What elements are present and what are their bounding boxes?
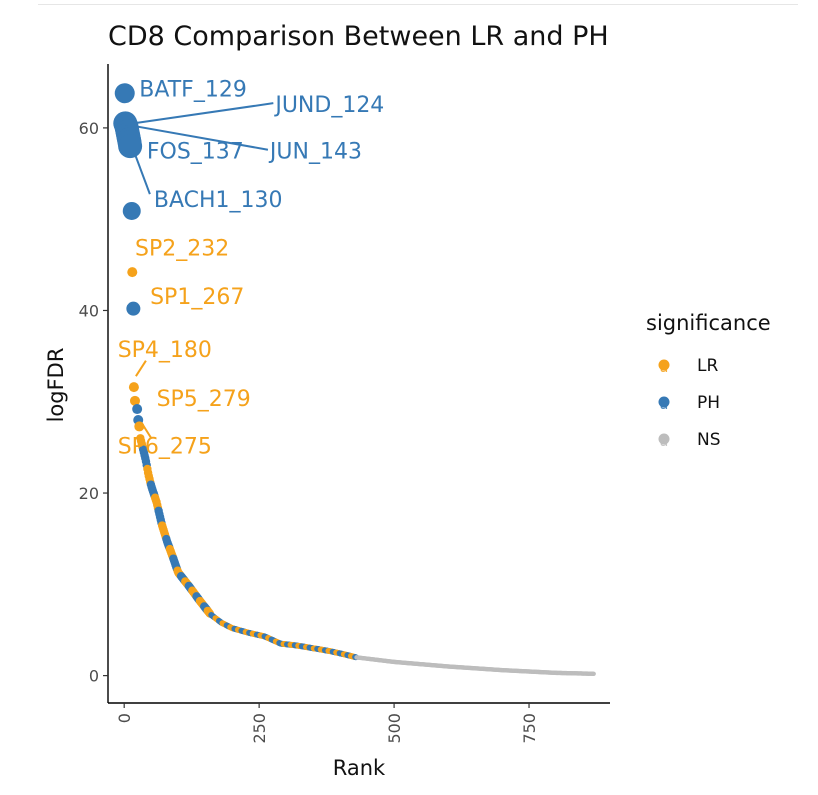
chart-title: CD8 Comparison Between LR and PH [108, 21, 609, 52]
label-leader-lines [132, 102, 274, 439]
curve-point [591, 671, 596, 676]
point-label: BACH1_130 [154, 188, 283, 213]
data-point [118, 134, 143, 159]
legend-title: significance [646, 311, 771, 335]
point-label: FOS_137 [147, 140, 244, 165]
legend-glyph: a [660, 360, 669, 376]
point-label: SP1_267 [150, 285, 244, 310]
y-tick-label: 40 [79, 301, 99, 320]
y-tick-label: 20 [79, 484, 99, 503]
point-label: JUND_124 [273, 93, 384, 118]
legend-swatch [658, 359, 670, 371]
legend-glyph: a [660, 397, 669, 413]
data-point [126, 301, 141, 316]
data-point [127, 267, 138, 278]
data-point [128, 382, 139, 393]
data-point [132, 404, 143, 415]
highlighted-points [113, 83, 145, 432]
legend-glyph: a [660, 434, 669, 450]
x-tick-label: 750 [520, 713, 539, 744]
top-divider [38, 4, 798, 5]
legend-item-lr: a LR [658, 356, 718, 376]
legend-swatch [658, 433, 670, 445]
y-axis-label: logFDR [44, 348, 68, 423]
curve-points [136, 434, 596, 676]
point-label: SP4_180 [118, 338, 212, 363]
point-label: BATF_129 [139, 78, 247, 103]
point-label: JUN_143 [268, 140, 362, 165]
leader-line [133, 102, 274, 125]
point-label: SP2_232 [135, 236, 229, 261]
legend: significance a LR a PH a NS [646, 311, 771, 450]
x-axis-label: Rank [333, 756, 386, 780]
legend-label: PH [697, 393, 720, 413]
point-label: SP6_275 [118, 435, 212, 460]
axes: 0 20 40 60 0 250 500 750 [79, 64, 610, 744]
legend-swatch [658, 396, 670, 408]
leader-line [134, 125, 269, 151]
legend-label: NS [697, 430, 721, 450]
point-labels: BATF_129 JUND_124 JUN_143 FOS_137 BACH1_130 S… [118, 78, 385, 460]
legend-item-ph: a PH [658, 393, 720, 413]
data-point [122, 201, 141, 220]
legend-label: LR [697, 356, 718, 376]
leader-line [135, 360, 147, 377]
point-label: SP5_279 [157, 387, 251, 412]
data-point [129, 395, 140, 406]
data-point [114, 83, 135, 104]
data-point [134, 421, 145, 432]
x-tick-label: 0 [115, 713, 134, 723]
leader-line [132, 150, 151, 195]
x-tick-label: 250 [250, 713, 269, 744]
x-tick-label: 500 [385, 713, 404, 744]
y-tick-label: 0 [89, 667, 99, 686]
y-tick-label: 60 [79, 119, 99, 138]
legend-item-ns: a NS [658, 430, 721, 450]
